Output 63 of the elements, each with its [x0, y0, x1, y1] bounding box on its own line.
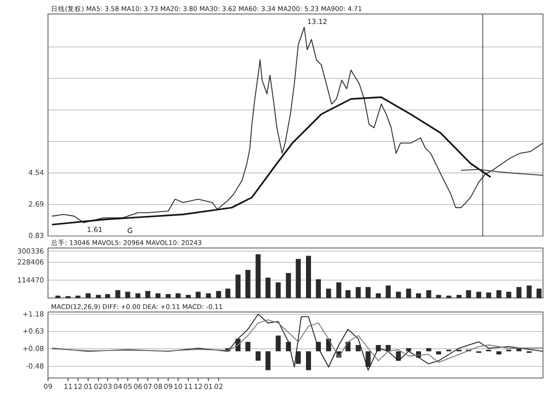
bar: [426, 348, 432, 352]
bar: [356, 345, 361, 352]
bar: [436, 294, 442, 298]
bar: [115, 290, 120, 298]
bar: [516, 287, 522, 298]
bar: [96, 294, 101, 298]
bar: [476, 292, 482, 298]
bar: [186, 294, 191, 298]
bar: [266, 278, 270, 298]
bar: [406, 288, 412, 298]
bar: [346, 290, 351, 298]
bar: [125, 292, 130, 298]
bar: [296, 351, 301, 364]
bar: [416, 293, 422, 298]
bar: [86, 293, 91, 298]
bar: [216, 290, 222, 298]
bar: [366, 287, 371, 298]
bar: [496, 351, 502, 354]
bar: [496, 290, 502, 298]
bar: [245, 342, 250, 352]
bar: [245, 270, 250, 298]
bar: [466, 290, 472, 298]
bar: [256, 351, 261, 361]
bar: [346, 342, 351, 352]
bar: [436, 351, 442, 354]
bar: [176, 293, 181, 298]
bar: [225, 288, 230, 298]
bar: [396, 292, 401, 298]
bar: [506, 292, 512, 298]
bar: [406, 348, 412, 352]
bar: [386, 286, 391, 298]
bar: [156, 293, 160, 298]
bar: [256, 254, 261, 298]
line-series: [51, 96, 492, 226]
bar: [356, 287, 361, 298]
line-series: [52, 314, 544, 371]
bar: [266, 351, 270, 370]
bar: [196, 292, 201, 298]
bar: [286, 273, 291, 298]
bar: [276, 282, 281, 298]
bar: [145, 290, 150, 298]
bar: [276, 336, 281, 352]
bar: [526, 286, 532, 298]
bar: [316, 279, 321, 298]
line-series: [52, 26, 544, 224]
line-series: [52, 319, 544, 363]
bar: [536, 288, 542, 298]
bar: [426, 290, 432, 298]
bar: [326, 338, 332, 352]
bar: [486, 292, 492, 298]
bar: [105, 294, 110, 298]
bar: [326, 288, 332, 298]
bar: [336, 282, 342, 298]
bar: [296, 258, 301, 298]
bar: [366, 351, 371, 367]
bar: [306, 256, 312, 298]
bar: [206, 293, 211, 298]
bar: [166, 294, 171, 298]
bar: [456, 294, 462, 298]
bar: [376, 293, 381, 298]
bar: [236, 274, 241, 298]
bar: [135, 293, 140, 298]
bar: [306, 351, 312, 370]
